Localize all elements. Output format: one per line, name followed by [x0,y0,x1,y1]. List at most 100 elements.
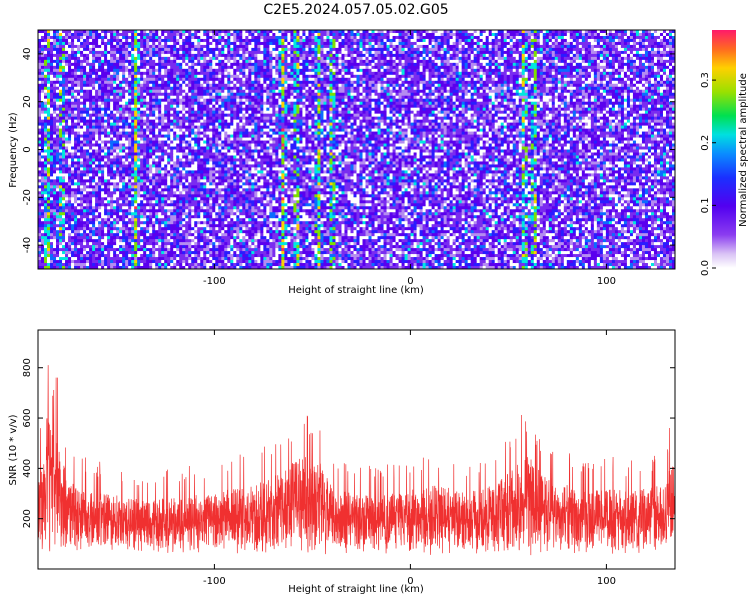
spectrogram-cell [221,242,225,246]
spectrogram-cell [119,155,123,159]
spectrogram-cell [92,110,96,115]
spectrogram-cell [134,35,138,40]
spectrogram-cell [209,47,213,52]
spectrogram-cell [50,221,54,225]
spectrogram-cell [218,71,222,76]
spectrogram-cell [197,236,201,240]
spectrogram-cell [65,152,69,156]
spectrogram-cell [56,233,60,237]
spectrogram-cell [122,227,126,231]
spectrogram-cell [65,230,69,234]
spectrogram-cell [89,128,93,132]
spectrogram-cell [74,152,78,156]
spectrogram-cell [146,131,150,135]
spectrogram-cell [65,185,69,189]
spectrogram-cell [176,194,180,198]
spectrogram-cell [191,53,195,58]
spectrogram-cell [41,98,45,103]
spectrogram-cell [47,239,51,243]
spectrogram-cell [83,200,87,204]
spectrogram-cell [74,128,78,132]
spectrogram-cell [128,104,132,109]
spectrogram-cell [86,188,90,192]
spectrogram-cell [203,131,207,135]
spectrogram-cell [89,263,93,267]
spectrogram-cell [221,32,225,37]
spectrogram-cell [68,101,72,106]
spectrogram-cell [158,122,162,126]
spectrogram-cell [104,215,108,219]
spectrogram-cell [89,266,93,270]
spectrogram-cell [56,248,60,252]
spectrogram-cell [59,143,63,147]
spectrogram-cell [206,44,210,49]
spectrogram-cell [89,104,93,109]
spectrogram-cell [215,38,219,43]
spectrogram-cell [53,125,57,129]
spectrogram-cell [221,95,225,100]
spectrogram-cell [131,53,135,58]
spectrogram-cell [95,80,99,85]
spectrogram-cell [71,179,75,183]
spectrogram-cell [98,227,102,231]
spectrogram-cell [140,143,144,147]
spectrogram-cell [146,47,150,52]
spectrogram-cell [71,188,75,192]
spectrogram-cell [98,86,102,91]
spectrogram-cell [77,71,81,76]
spectrogram-cell [194,62,198,67]
spectrogram-cell [92,53,96,58]
spectrogram-cell [44,248,48,252]
spectrogram-cell [194,146,198,150]
spectrogram-cell [131,116,135,121]
spectrogram-cell [164,191,168,195]
spectrogram-cell [77,236,81,240]
spectrogram-cell [185,122,189,126]
spectrogram-cell [65,197,69,201]
spectrogram-cell [134,263,138,267]
spectrogram-cell [68,233,72,237]
spectrogram-cell [68,89,72,94]
spectrogram-cell [140,83,144,88]
spectrogram-cell [98,59,102,64]
spectrogram-cell [161,107,165,112]
spectrogram-cell [206,134,210,138]
spectrogram-cell [101,185,105,189]
spectrogram-cell [212,251,216,255]
spectrogram-cell [95,62,99,67]
spectrogram-cell [56,188,60,192]
spectrogram-cell [140,44,144,49]
spectrogram-cell [113,164,117,168]
spectrogram-cell [44,104,48,109]
spectrogram-cell [173,68,177,73]
spectrogram-cell [173,176,177,180]
spectrogram-cell [56,236,60,240]
spectrogram-cell [74,107,78,112]
spectrogram-cell [167,221,171,225]
spectrogram-cell [158,131,162,135]
spectrogram-cell [65,140,69,144]
spectrogram-cell [197,155,201,159]
spectrogram-cell [113,128,117,132]
spectrogram-cell [38,77,42,82]
spectrogram-cell [143,221,147,225]
spectrogram-cell [113,86,117,91]
spectrogram-cell [170,143,174,147]
spectrogram-cell [131,62,135,67]
spectrogram-cell [95,263,99,267]
spectrogram-cell [122,143,126,147]
spectrogram-cell [188,143,192,147]
spectrogram-cell [164,257,168,261]
spectrogram-cell [44,179,48,183]
spectrogram-cell [62,176,66,180]
spectrogram-cell [56,155,60,159]
spectrogram-cell [209,209,213,213]
spectrogram-cell [206,254,210,258]
spectrogram-cell [92,86,96,91]
spectrogram-cell [71,245,75,249]
spectrogram-cell [155,152,159,156]
spectrogram-cell [104,245,108,249]
spectrogram-cell [185,83,189,88]
spectrogram-cell [119,254,123,258]
spectrogram-cell [41,95,45,100]
